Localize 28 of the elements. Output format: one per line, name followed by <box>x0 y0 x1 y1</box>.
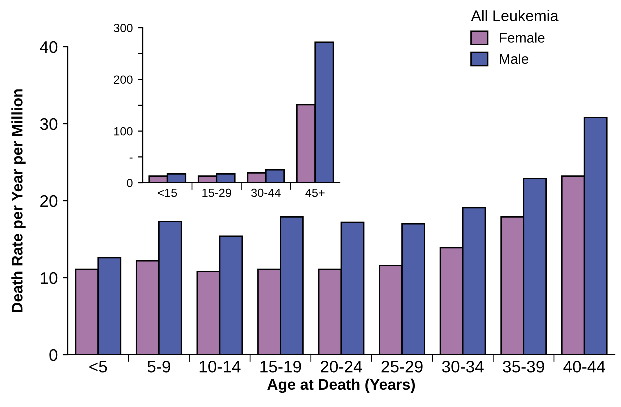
y-axis-title: Death Rate per Year per Million <box>12 90 26 312</box>
legend-title: All Leukemia <box>471 10 559 22</box>
legend-label: Male <box>500 54 529 64</box>
x-tick-label: <5 <box>90 361 108 373</box>
x-tick-label: 20-24 <box>321 360 362 373</box>
y-tick-label: 30 <box>40 118 58 130</box>
x-tick-label: <15 <box>158 188 178 198</box>
x-tick-label: 30-44 <box>251 188 281 198</box>
x-tick-label: 15-19 <box>260 360 302 373</box>
y-tick-label: 10 <box>41 272 58 284</box>
x-tick-label: 45+ <box>306 188 325 198</box>
y-tick-label: 0 <box>50 349 58 362</box>
y-tick-label: 200 <box>114 76 133 84</box>
x-tick-label: 5-9 <box>148 360 170 373</box>
x-tick-label: 15-29 <box>202 188 232 198</box>
x-tick-label: 40-44 <box>564 360 606 373</box>
x-tick-label: 35-39 <box>503 360 544 373</box>
y-tick-label: 40 <box>40 41 58 54</box>
y-tick-label: 0 <box>127 179 133 188</box>
x-tick-label: 10-14 <box>200 360 241 373</box>
y-tick-label: 100 <box>114 127 133 136</box>
x-axis-title: Age at Death (Years) <box>268 378 416 394</box>
y-tick-label: 300 <box>114 24 133 32</box>
x-tick-label: 30-34 <box>442 360 484 373</box>
x-tick-label: 25-29 <box>382 360 423 373</box>
legend-label: Female <box>500 32 545 43</box>
y-tick-label: - <box>130 158 133 159</box>
y-tick-label: 20 <box>40 195 58 208</box>
